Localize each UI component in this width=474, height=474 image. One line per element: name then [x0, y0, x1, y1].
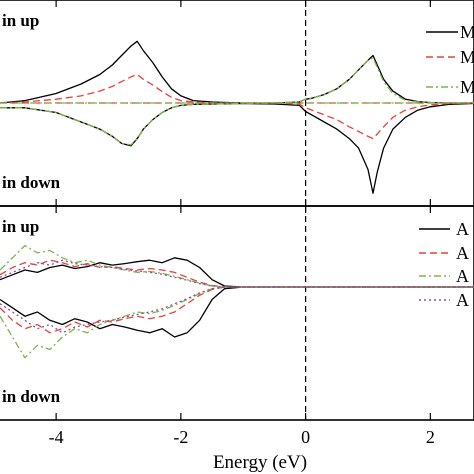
legend-label: M — [460, 77, 474, 97]
legend-label: A — [456, 219, 469, 239]
legend-label: M — [460, 47, 474, 67]
legend-label: A — [456, 243, 469, 263]
series-line-down-1 — [0, 286, 474, 338]
spin-down-label: in down — [2, 173, 61, 192]
x-tick-label: 0 — [301, 427, 310, 447]
spin-down-label: in down — [2, 387, 61, 406]
legend-label: A — [456, 266, 469, 286]
series-line-up-1 — [0, 40, 474, 104]
shared-x-axis: -4 -2 0 2 — [49, 427, 435, 447]
series-line-up-3 — [0, 57, 474, 104]
series-line-down-1 — [0, 102, 474, 194]
series-line-down-4 — [0, 286, 474, 334]
x-tick-label: 2 — [426, 427, 435, 447]
x-tick-label: -2 — [173, 427, 188, 447]
spin-up-label: in up — [2, 217, 39, 236]
x-axis-label: Energy (eV) — [213, 452, 307, 473]
x-tick-label: -4 — [49, 427, 64, 447]
series-line-up-4 — [0, 259, 474, 288]
series-line-down-2 — [0, 286, 474, 334]
series-line-up-2 — [0, 259, 474, 288]
panel-frame — [0, 205, 474, 421]
series-line-down-3 — [0, 286, 474, 359]
spin-up-label: in up — [2, 11, 39, 30]
series-line-up-3 — [0, 244, 474, 288]
legend-label: A — [456, 290, 469, 310]
legend-label: M — [460, 22, 474, 42]
series-line-down-2 — [0, 102, 474, 140]
series-line-down-3 — [0, 102, 474, 146]
